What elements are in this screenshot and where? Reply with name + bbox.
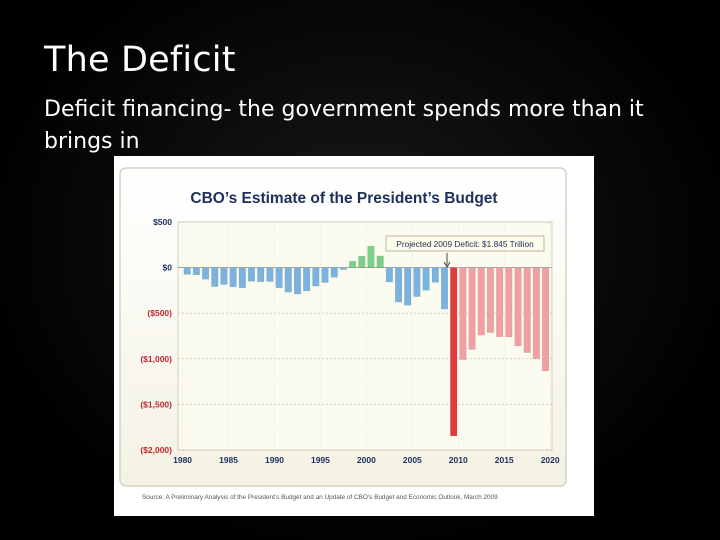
bar-1988	[257, 267, 265, 282]
bar-1992	[293, 267, 301, 295]
bar-1982	[202, 267, 210, 280]
bar-1986	[238, 267, 246, 288]
annotation: Projected 2009 Deficit: $1.845 Trillion	[385, 235, 545, 268]
bar-1980	[183, 267, 191, 275]
bar-1984	[220, 267, 228, 285]
bar-2009	[450, 267, 458, 437]
slide-title: The Deficit	[44, 40, 236, 80]
bar-2006	[422, 267, 430, 291]
x-tick-label: 2020	[541, 455, 560, 465]
gridlines	[178, 221, 552, 451]
bar-2005	[413, 267, 421, 297]
bar-1983	[211, 267, 219, 287]
bar-1997	[339, 267, 347, 270]
x-tick-label: 2000	[357, 455, 376, 465]
bar-2010	[459, 267, 467, 360]
budget-chart: CBO’s Estimate of the President’s Budget…	[119, 167, 567, 501]
y-tick-label: ($1,500)	[140, 399, 172, 409]
bar-1999	[358, 255, 366, 268]
bar-2016	[514, 267, 522, 347]
bar-2000	[367, 245, 375, 268]
bar-2013	[486, 267, 494, 333]
bar-1981	[192, 267, 200, 276]
bar-2007	[431, 267, 439, 283]
annotation-label: Projected 2009 Deficit: $1.845 Trillion	[396, 239, 534, 249]
bar-1995	[321, 267, 329, 283]
bar-series	[183, 245, 550, 437]
x-axis-ticks: 1980 1985 1990 1995 2000 2005 2010 2015 2020	[173, 455, 560, 465]
y-tick-label: ($500)	[147, 308, 172, 318]
bar-1987	[248, 267, 256, 282]
bar-2015	[505, 267, 513, 338]
x-tick-label: 1990	[265, 455, 284, 465]
bar-1989	[266, 267, 274, 282]
bar-2019	[542, 267, 550, 372]
y-axis-ticks: $500 $0 ($500) ($1,000) ($1,500) ($2,000)	[140, 217, 172, 455]
bar-2011	[468, 267, 476, 350]
y-tick-label: ($1,000)	[140, 354, 172, 364]
y-tick-label: $500	[153, 217, 172, 227]
chart-source: Source: A Preliminary Analysis of the Pr…	[142, 494, 498, 501]
annotation-arrowhead	[443, 261, 451, 268]
bar-1990	[275, 267, 283, 288]
bar-1996	[330, 267, 338, 278]
x-tick-label: 2005	[403, 455, 422, 465]
x-tick-label: 2010	[449, 455, 468, 465]
bar-1991	[284, 267, 292, 293]
bar-1994	[312, 267, 320, 287]
bar-1998	[349, 261, 357, 268]
bar-2017	[523, 267, 531, 353]
x-tick-label: 1980	[173, 455, 192, 465]
x-tick-label: 1985	[219, 455, 238, 465]
y-tick-label: $0	[163, 263, 173, 273]
bar-2002	[385, 267, 393, 283]
bar-2004	[404, 267, 412, 306]
bar-2012	[477, 267, 485, 336]
bar-2003	[395, 267, 403, 303]
y-tick-label: ($2,000)	[140, 445, 172, 455]
bar-2008	[440, 267, 448, 310]
bar-2018	[532, 267, 540, 359]
slide-body-text: Deficit financing- the government spends…	[44, 97, 644, 154]
chart-title: CBO’s Estimate of the President’s Budget	[190, 190, 497, 207]
bar-2001	[376, 255, 384, 268]
bar-2014	[496, 267, 504, 337]
x-tick-label: 1995	[311, 455, 330, 465]
bar-1985	[229, 267, 237, 288]
annotation-box	[385, 235, 545, 252]
chart-figure: CBO’s Estimate of the President’s Budget…	[114, 156, 594, 516]
x-tick-label: 2015	[495, 455, 514, 465]
bar-1993	[303, 267, 311, 292]
